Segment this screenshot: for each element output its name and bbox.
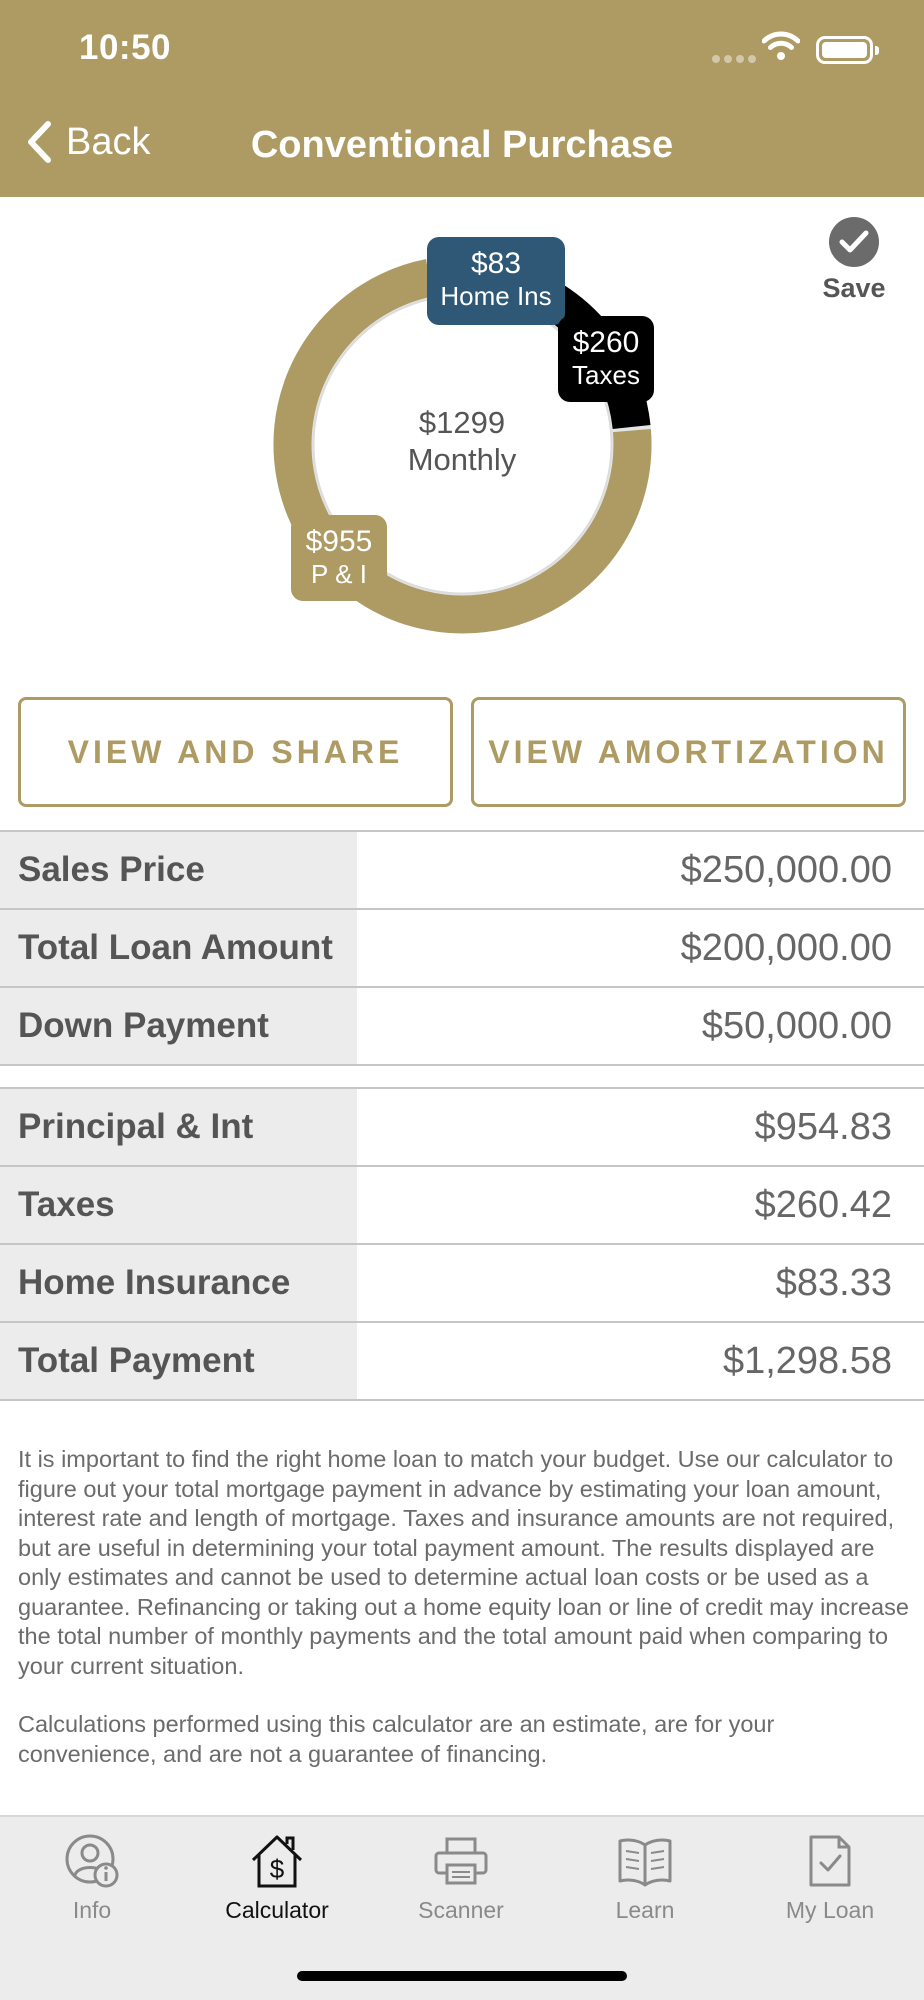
tab-scanner[interactable]: Scanner — [386, 1831, 536, 1924]
row-label: Total Payment — [0, 1323, 357, 1399]
status-time: 10:50 — [79, 28, 172, 67]
book-icon — [618, 1838, 672, 1887]
table-row[interactable]: Total Payment $1,298.58 — [0, 1323, 924, 1401]
row-value: $250,000.00 — [680, 848, 892, 891]
disclaimer-paragraph: It is important to find the right home l… — [18, 1446, 909, 1679]
tab-bar: Info $ Calculator Scanner — [0, 1815, 924, 2000]
home-ins-label: $83 Home Ins — [427, 237, 565, 325]
svg-text:$: $ — [270, 1854, 285, 1884]
row-label: Sales Price — [0, 832, 357, 908]
home-indicator — [297, 1971, 627, 1981]
row-value: $954.83 — [754, 1105, 892, 1148]
tab-info[interactable]: Info — [17, 1831, 167, 1924]
view-amortization-button[interactable]: VIEW AMORTIZATION — [471, 697, 906, 807]
row-value: $83.33 — [775, 1261, 892, 1304]
cellular-signal-icon — [712, 55, 756, 63]
disclaimer-paragraph: Calculations performed using this calcul… — [18, 1711, 775, 1767]
row-value: $50,000.00 — [701, 1004, 892, 1047]
tab-label: Learn — [615, 1897, 675, 1923]
page-title: Conventional Purchase — [250, 124, 674, 166]
chart-center-label: Monthly — [407, 442, 517, 477]
payment-breakdown-table: Principal & Int $954.83 Taxes $260.42 Ho… — [0, 1087, 924, 1401]
pi-label: $955 P & I — [291, 515, 387, 601]
chevron-left-icon — [28, 121, 51, 163]
printer-icon — [434, 1837, 488, 1885]
tab-learn[interactable]: Learn — [570, 1831, 720, 1924]
house-dollar-icon: $ — [251, 1835, 303, 1888]
save-label: Save — [822, 273, 886, 303]
nav-header: 10:50 Back Conventional Purchase — [0, 0, 924, 197]
pi-caption: P & I — [311, 559, 367, 589]
table-row[interactable]: Sales Price $250,000.00 — [0, 832, 924, 910]
payment-chart-area: $1299 Monthly $83 Home Ins $260 Taxes $9… — [0, 197, 924, 677]
row-value: $200,000.00 — [680, 926, 892, 969]
tab-label: My Loan — [785, 1897, 875, 1923]
view-and-share-button[interactable]: VIEW AND SHARE — [18, 697, 453, 807]
person-info-icon — [65, 1834, 119, 1888]
table-row[interactable]: Down Payment $50,000.00 — [0, 988, 924, 1066]
row-label: Principal & Int — [0, 1089, 357, 1165]
table-row[interactable]: Principal & Int $954.83 — [0, 1089, 924, 1167]
home-ins-amount: $83 — [470, 247, 522, 280]
pi-amount: $955 — [305, 525, 373, 558]
row-value: $260.42 — [754, 1183, 892, 1226]
row-label: Home Insurance — [0, 1245, 357, 1321]
tab-my-loan[interactable]: My Loan — [755, 1831, 905, 1924]
table-row[interactable]: Taxes $260.42 — [0, 1167, 924, 1245]
disclaimer-text: It is important to find the right home l… — [18, 1445, 910, 1769]
tab-label: Scanner — [418, 1897, 504, 1923]
checkmark-icon — [829, 217, 879, 267]
taxes-amount: $260 — [572, 326, 640, 359]
taxes-caption: Taxes — [572, 360, 640, 390]
loan-summary-table: Sales Price $250,000.00 Total Loan Amoun… — [0, 830, 924, 1066]
table-row[interactable]: Home Insurance $83.33 — [0, 1245, 924, 1323]
document-check-icon — [809, 1835, 851, 1887]
back-button[interactable]: Back — [26, 120, 150, 164]
tab-label: Info — [72, 1897, 112, 1923]
chart-center-amount: $1299 — [418, 405, 506, 440]
row-label: Down Payment — [0, 988, 357, 1064]
taxes-label: $260 Taxes — [558, 316, 654, 402]
row-label: Taxes — [0, 1167, 357, 1243]
tab-label: Calculator — [225, 1897, 329, 1923]
tab-calculator[interactable]: $ Calculator — [202, 1831, 352, 1924]
row-label: Total Loan Amount — [0, 910, 357, 986]
back-label: Back — [66, 120, 151, 163]
home-ins-caption: Home Ins — [440, 281, 552, 311]
battery-icon — [816, 36, 879, 64]
save-button[interactable]: Save — [818, 217, 890, 304]
wifi-icon — [762, 31, 800, 60]
row-value: $1,298.58 — [722, 1339, 892, 1382]
table-row[interactable]: Total Loan Amount $200,000.00 — [0, 910, 924, 988]
